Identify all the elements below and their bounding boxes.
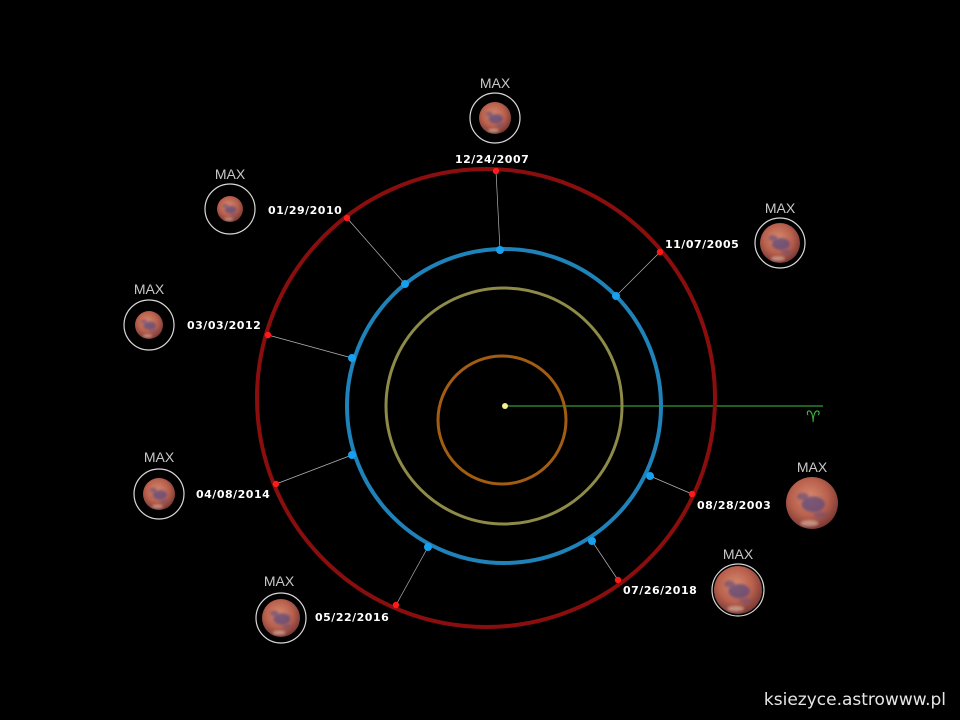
- opposition-date-label: 05/22/2016: [315, 611, 389, 624]
- mars-position-dot: [614, 576, 622, 584]
- connector-line: [346, 217, 406, 285]
- mars-disc-ring: [711, 563, 765, 617]
- opposition-04-08-2014: 04/08/2014 MAX: [133, 449, 356, 520]
- earth-position-dot: [348, 354, 356, 362]
- mars-disc-ring: [133, 468, 185, 520]
- connector-line: [275, 454, 353, 485]
- max-label: MAX: [134, 281, 165, 297]
- mars-disc-ring: [469, 92, 521, 144]
- mars-position-dot: [392, 601, 400, 609]
- opposition-05-22-2016: 05/22/2016 MAX: [255, 543, 432, 644]
- max-label: MAX: [723, 546, 754, 562]
- opposition-date-label: 01/29/2010: [268, 204, 342, 217]
- mars-disc-ring: [255, 592, 307, 644]
- opposition-date-label: 03/03/2012: [187, 319, 261, 332]
- opposition-01-29-2010: 01/29/2010 MAX: [204, 166, 409, 288]
- earth-position-dot: [424, 543, 432, 551]
- earth-position-dot: [348, 451, 356, 459]
- mars-planet-image: [786, 477, 838, 529]
- connector-line: [649, 475, 693, 495]
- mars-position-dot: [688, 490, 696, 498]
- opposition-12-24-2007: 12/24/2007 MAX: [455, 75, 529, 254]
- oppositions-group: 12/24/2007MAX11/07/2005MAX01/29/2010MAX0…: [123, 75, 838, 644]
- mars-planet-image: [479, 102, 511, 134]
- mars-position-dot: [264, 331, 272, 339]
- opposition-07-26-2018: 07/26/2018 MAX: [588, 537, 765, 617]
- mars-planet-image: [262, 599, 300, 637]
- mars-planet-image: [143, 478, 175, 510]
- earth-orbit: [345, 247, 663, 565]
- opposition-date-label: 11/07/2005: [665, 238, 739, 251]
- mars-position-dot: [272, 480, 280, 488]
- opposition-date-label: 04/08/2014: [196, 488, 270, 501]
- mercury-orbit: [436, 354, 568, 486]
- connector-line: [395, 546, 429, 606]
- sun: [502, 403, 508, 409]
- venus-orbit: [384, 286, 624, 526]
- mars-planet-image: [217, 196, 243, 222]
- max-label: MAX: [264, 573, 295, 589]
- earth-position-dot: [646, 472, 654, 480]
- earth-position-dot: [588, 537, 596, 545]
- opposition-08-28-2003: 08/28/2003 MAX: [646, 459, 838, 529]
- earth-position-dot: [401, 280, 409, 288]
- connector-line: [495, 170, 501, 251]
- opposition-03-03-2012: 03/03/2012 MAX: [123, 281, 356, 362]
- mars-position-dot: [343, 214, 351, 222]
- earth-position-dot: [612, 292, 620, 300]
- opposition-11-07-2005: 11/07/2005 MAX: [612, 200, 806, 300]
- mars-orbit: [255, 167, 717, 629]
- max-label: MAX: [215, 166, 246, 182]
- max-label: MAX: [797, 459, 828, 475]
- max-label: MAX: [765, 200, 796, 216]
- mars-disc-ring: [204, 183, 256, 235]
- mars-disc-ring: [123, 299, 175, 351]
- site-credit: ksiezyce.astrowww.pl: [763, 690, 946, 710]
- opposition-date-label: 07/26/2018: [623, 584, 697, 597]
- max-label: MAX: [144, 449, 175, 465]
- connector-line: [615, 251, 661, 297]
- opposition-date-label: 12/24/2007: [455, 153, 529, 166]
- mars-planet-image: [714, 566, 762, 614]
- earth-position-dot: [496, 246, 504, 254]
- max-label: MAX: [480, 75, 511, 91]
- connector-line: [267, 334, 353, 359]
- mars-disc-ring: [754, 217, 806, 269]
- mars-position-dot: [656, 248, 664, 256]
- mars-planet-image: [760, 223, 800, 263]
- mars-position-dot: [492, 167, 500, 175]
- connector-line: [591, 540, 619, 581]
- opposition-date-label: 08/28/2003: [697, 499, 771, 512]
- aries-symbol: ♈: [806, 407, 820, 426]
- mars-planet-image: [135, 311, 163, 339]
